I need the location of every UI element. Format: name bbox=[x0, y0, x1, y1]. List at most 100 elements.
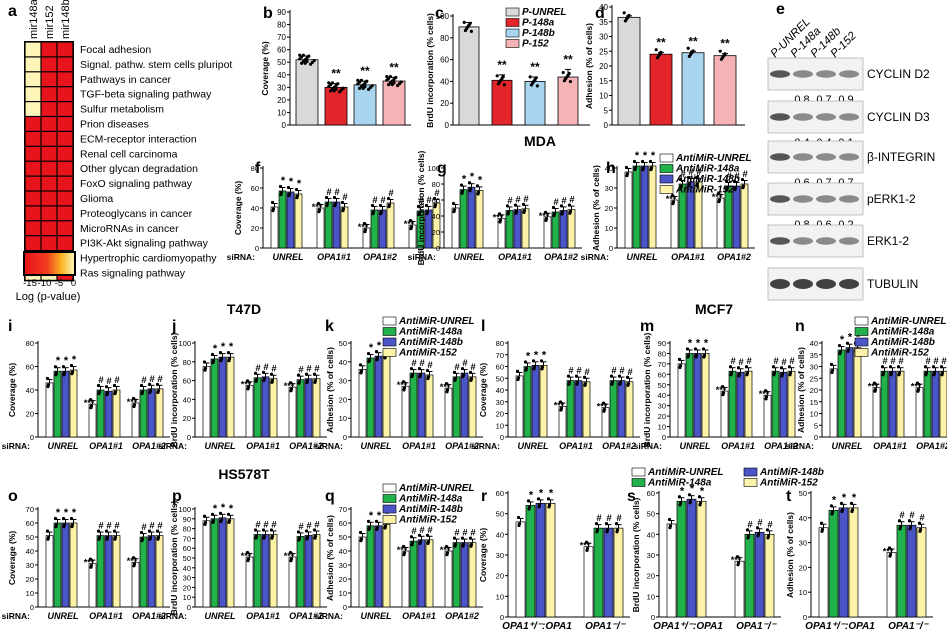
significance-mark: # bbox=[314, 364, 320, 375]
legend-antimir-mda: AntiMiR-UNRELAntiMiR-148aAntiMiR-148bAnt… bbox=[659, 153, 752, 196]
data-point bbox=[872, 381, 877, 385]
bar bbox=[104, 535, 113, 608]
y-tick-label: 100 bbox=[178, 505, 191, 514]
heatmap-cell bbox=[41, 176, 57, 191]
data-point bbox=[89, 404, 94, 408]
panel-label-b: b bbox=[263, 5, 273, 22]
sirna-label: siRNA: bbox=[159, 441, 188, 451]
data-point bbox=[924, 371, 929, 375]
significance-mark: # bbox=[781, 357, 787, 368]
data-point bbox=[401, 380, 406, 384]
data-point bbox=[728, 365, 733, 369]
significance-mark: # bbox=[380, 195, 386, 206]
data-point bbox=[460, 366, 465, 371]
significance-mark: *** bbox=[241, 379, 252, 389]
y-tick-label: 0 bbox=[282, 121, 287, 130]
y-tick-label: 100 bbox=[178, 339, 191, 348]
legend-label: AntiMiR-152 bbox=[398, 348, 457, 359]
data-point bbox=[498, 218, 503, 222]
data-point bbox=[374, 350, 379, 354]
bar bbox=[112, 535, 121, 608]
y-tick-label: 50 bbox=[658, 381, 666, 390]
x-group-label: OPA1#1 bbox=[873, 441, 907, 451]
y-tick-label: 40 bbox=[26, 386, 34, 395]
blot-band bbox=[816, 113, 836, 121]
data-point bbox=[702, 353, 707, 357]
data-point bbox=[765, 528, 770, 532]
panel-label-c: c bbox=[435, 5, 444, 22]
data-point bbox=[896, 365, 901, 369]
data-point bbox=[261, 370, 266, 374]
data-point bbox=[522, 209, 527, 213]
bar bbox=[686, 498, 697, 618]
data-point bbox=[763, 389, 768, 393]
data-point bbox=[732, 179, 737, 184]
heatmap-row-label: Other glycan degradation bbox=[80, 163, 198, 175]
significance-mark: * bbox=[635, 150, 640, 162]
significance-mark: *** bbox=[440, 545, 451, 555]
significance-mark: ** bbox=[497, 58, 507, 72]
heatmap-cell bbox=[25, 42, 41, 57]
data-point bbox=[695, 182, 700, 186]
data-point bbox=[96, 529, 101, 533]
data-point bbox=[288, 381, 293, 385]
data-point bbox=[667, 517, 672, 522]
data-point bbox=[297, 536, 302, 540]
data-point bbox=[317, 208, 322, 212]
x-group-label: OPA1#1 bbox=[317, 252, 351, 262]
panel-label-i: i bbox=[8, 318, 12, 335]
bar bbox=[764, 533, 775, 618]
x-group-label: OPA1#1 bbox=[89, 611, 123, 621]
data-point bbox=[409, 225, 414, 229]
bar bbox=[261, 534, 270, 608]
bar bbox=[521, 208, 530, 249]
significance-mark: *** bbox=[397, 545, 408, 555]
y-tick-label: 70 bbox=[658, 360, 666, 369]
significance-mark: # bbox=[298, 521, 304, 532]
legend-label: AntiMiR-152 bbox=[759, 478, 818, 489]
bar bbox=[294, 193, 303, 249]
panel-label-o: o bbox=[8, 488, 18, 505]
data-point bbox=[830, 510, 835, 514]
data-point bbox=[452, 208, 457, 212]
data-point bbox=[516, 515, 521, 520]
data-point bbox=[528, 75, 532, 79]
significance-mark: *** bbox=[580, 541, 591, 551]
significance-mark: # bbox=[767, 519, 773, 530]
data-point bbox=[131, 396, 136, 401]
y-tick-label: 20 bbox=[496, 410, 504, 419]
bar bbox=[545, 502, 556, 618]
data-point bbox=[147, 529, 152, 533]
data-point bbox=[392, 81, 396, 85]
bar bbox=[557, 76, 579, 126]
y-tick-label: 100 bbox=[427, 164, 440, 173]
significance-mark: * bbox=[221, 502, 226, 514]
data-point bbox=[295, 194, 300, 198]
y-tick-label: 60 bbox=[339, 519, 347, 528]
y-tick-label: 80 bbox=[26, 339, 34, 348]
significance-mark: * bbox=[470, 171, 475, 183]
bar bbox=[324, 201, 333, 249]
blot-band bbox=[816, 195, 836, 203]
significance-mark: # bbox=[606, 513, 612, 524]
data-point bbox=[417, 366, 422, 371]
significance-mark: * bbox=[680, 485, 685, 497]
data-point bbox=[365, 79, 369, 83]
bar bbox=[370, 209, 379, 249]
x-group-label: UNREL bbox=[48, 611, 79, 621]
y-tick-label: 30 bbox=[183, 574, 191, 583]
significance-mark: * bbox=[289, 176, 294, 188]
data-point bbox=[245, 550, 250, 555]
x-group-label: OPA1#2 bbox=[363, 252, 397, 262]
bar bbox=[147, 535, 156, 608]
data-point bbox=[850, 508, 855, 512]
y-tick-label: 50 bbox=[647, 510, 655, 519]
data-point bbox=[840, 508, 845, 512]
significance-mark: *** bbox=[127, 397, 138, 407]
bar bbox=[872, 387, 881, 438]
data-point bbox=[605, 528, 610, 532]
y-tick-label: 80 bbox=[183, 358, 191, 367]
